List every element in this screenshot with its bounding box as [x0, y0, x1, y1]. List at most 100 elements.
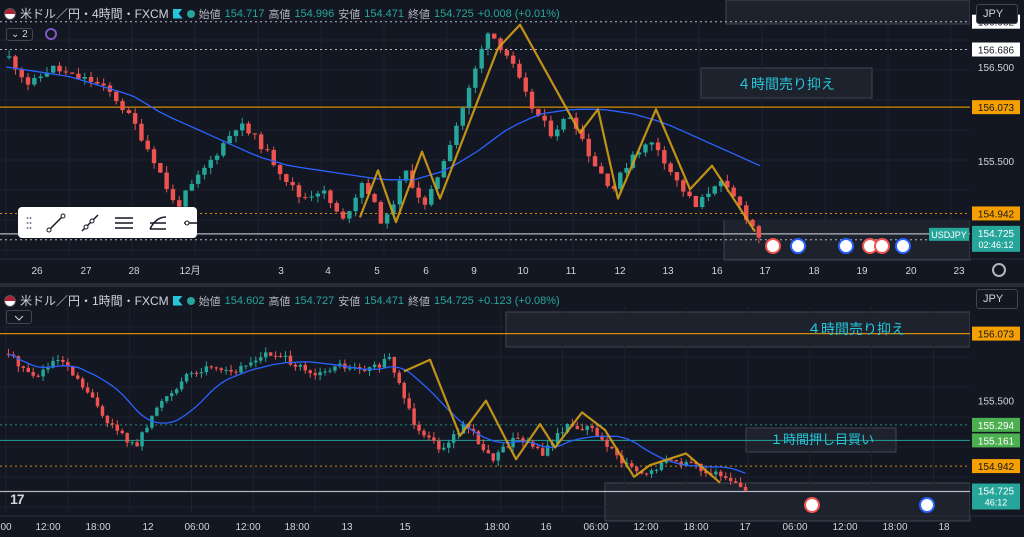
candle-body	[689, 462, 693, 464]
candle-body	[560, 432, 565, 434]
price-tick: 155.294	[978, 421, 1015, 432]
candle-body	[460, 108, 465, 126]
time-tick: 06:00	[184, 522, 209, 533]
candle-body	[610, 446, 614, 449]
candle-body	[466, 423, 471, 429]
candle-body	[100, 406, 105, 416]
candle-body	[529, 91, 535, 109]
candle-body	[254, 360, 258, 363]
time-tick: 20	[905, 266, 917, 277]
currency-selector[interactable]: JPY	[976, 289, 1018, 309]
candle-body	[56, 360, 60, 362]
candle-body	[51, 360, 55, 368]
candle-body	[466, 87, 472, 109]
price-tag-bg	[972, 326, 1020, 341]
candle-body	[105, 415, 110, 424]
candle-body	[442, 447, 446, 450]
candle-body	[391, 204, 396, 215]
value-change: +0.123 (+0.08%)	[477, 294, 560, 307]
label-high: 高値	[268, 295, 291, 308]
candle-body	[227, 135, 232, 144]
candle-body	[536, 446, 540, 449]
bookmark-icon[interactable]	[172, 295, 183, 306]
drag-handle-icon[interactable]	[26, 213, 32, 233]
candle-body	[595, 427, 599, 437]
time-tick: 12	[614, 266, 626, 277]
candle-body	[126, 110, 132, 114]
tradingview-logo[interactable]: 17	[10, 491, 25, 507]
candle-body	[293, 364, 298, 367]
candle-body	[263, 352, 268, 358]
time-tick: 6	[423, 266, 429, 277]
candle-body	[491, 453, 495, 461]
fib-tool-icon[interactable]	[148, 213, 168, 233]
candle-body	[229, 369, 233, 372]
candle-body	[115, 424, 120, 431]
time-tick: 28	[128, 266, 140, 277]
annotation-box	[700, 67, 873, 99]
value-open: 154.717	[224, 7, 265, 20]
candle-body	[416, 187, 421, 198]
horizontal-ray-tool-icon[interactable]	[182, 213, 202, 233]
label-open: 始値	[198, 295, 221, 308]
candle-body	[567, 117, 573, 119]
candle-body	[523, 77, 528, 92]
economic-event-icon	[790, 238, 806, 254]
economic-event-icon	[874, 238, 890, 254]
candle-body	[278, 355, 283, 357]
candle-body	[630, 463, 634, 467]
indicator-legend-toggle[interactable]	[6, 310, 32, 324]
price-tag-bg	[972, 206, 1020, 221]
candle-body	[738, 482, 743, 487]
candle-body	[731, 187, 736, 197]
candle-body	[204, 366, 209, 373]
time-tick: 12:00	[832, 522, 857, 533]
candle-body	[531, 441, 535, 447]
candle-body	[298, 364, 303, 367]
parallel-channel-tool-icon[interactable]	[114, 213, 134, 233]
time-tick: 27	[80, 266, 92, 277]
candle-body	[233, 130, 239, 136]
economic-event-icon	[765, 238, 781, 254]
candle-body	[38, 76, 43, 79]
candle-body	[674, 172, 680, 181]
candle-body	[265, 149, 270, 151]
chart-4h-canvas[interactable]: ４時間売り抑え156.982156.686156.500156.073155.5…	[0, 0, 1024, 283]
candle-body	[353, 197, 358, 212]
trend-line-tool-icon[interactable]	[46, 213, 66, 233]
economic-event-icon	[838, 238, 854, 254]
candle-body	[315, 193, 321, 197]
candle-body	[611, 185, 617, 189]
symbol-title[interactable]: 米ドル／円・4時間・FXCM	[20, 7, 169, 21]
candle-body	[80, 378, 85, 388]
pane-divider[interactable]	[0, 283, 1024, 287]
chart-pane-1h[interactable]: ４時間売り抑え １時間押し目買い 156.073 155.500 155.294 155.…	[0, 287, 1024, 537]
time-tick: 06:00	[782, 522, 807, 533]
candle-body	[476, 431, 481, 445]
candle-body	[555, 129, 560, 137]
candle-body	[273, 355, 278, 357]
time-tick: 16	[711, 266, 723, 277]
candle-body	[548, 120, 554, 137]
symbol-title[interactable]: 米ドル／円・1時間・FXCM	[20, 294, 169, 308]
candle-body	[733, 481, 738, 483]
time-tick: 19	[856, 266, 868, 277]
candle-body	[139, 123, 144, 141]
chart-settings-gear-icon[interactable]	[992, 263, 1006, 277]
chart-pane-4h[interactable]: ４時間売り抑え156.982156.686156.500156.073155.5…	[0, 0, 1024, 283]
candle-body	[403, 170, 409, 181]
chart-1h-canvas[interactable]: ４時間売り抑え １時間押し目買い 156.073 155.500 155.294 155.…	[0, 287, 1024, 537]
ray-tool-icon[interactable]	[80, 213, 100, 233]
candle-body	[516, 437, 520, 439]
value-open: 154.602	[224, 294, 265, 307]
chart-header-1h: 米ドル／円・1時間・FXCM 始値 154.602 高値 154.727 安値 154…	[4, 292, 560, 309]
candle-body	[668, 163, 673, 173]
indicator-legend-toggle[interactable]: ⌄ 2	[6, 28, 33, 41]
bookmark-icon[interactable]	[172, 8, 183, 19]
candle-body	[283, 355, 288, 357]
currency-selector[interactable]: JPY	[976, 4, 1018, 24]
candle-body	[565, 423, 570, 433]
market-open-icon	[186, 9, 195, 18]
candle-body	[25, 77, 31, 85]
candle-body	[66, 361, 70, 367]
